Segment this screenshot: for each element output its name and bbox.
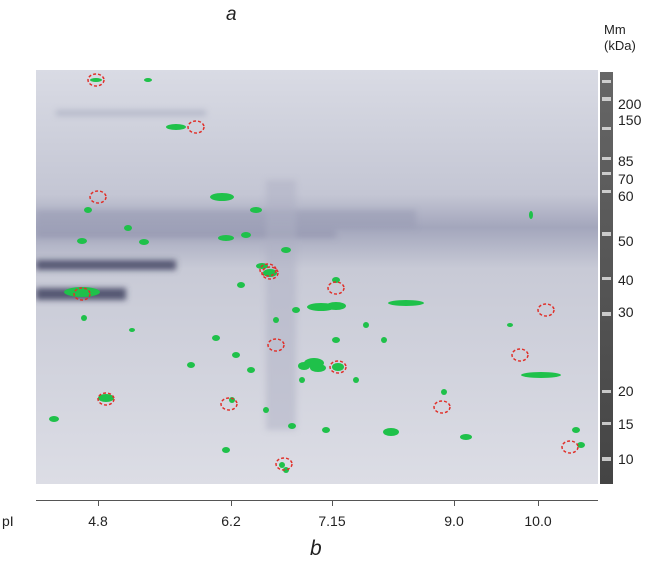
protein-spot: [218, 235, 234, 241]
protein-spot: [326, 302, 346, 310]
protein-spot: [577, 442, 585, 448]
protein-spot: [250, 207, 262, 213]
protein-spot: [263, 269, 277, 277]
protein-spot: [90, 78, 102, 82]
protein-spot: [283, 467, 289, 473]
protein-spot: [77, 238, 87, 244]
mm-tick-85: 85: [618, 153, 634, 169]
protein-spot: [139, 239, 149, 245]
highlight-circle: [89, 190, 107, 204]
highlight-circle: [97, 392, 115, 406]
mm-title-line1: Mm: [604, 22, 626, 37]
highlight-circle: [259, 263, 277, 277]
protein-spot: [247, 367, 255, 373]
protein-spot: [98, 394, 114, 402]
pi-tick-label: 10.0: [524, 513, 552, 529]
pi-axis-label: pI: [2, 513, 14, 529]
protein-spot: [299, 377, 305, 383]
protein-spots: [49, 78, 585, 473]
mm-tick-10: 10: [618, 451, 634, 467]
protein-spot: [460, 434, 472, 440]
mm-tick-20: 20: [618, 383, 634, 399]
pi-tick-label: 6.2: [221, 513, 241, 529]
highlight-circle: [87, 73, 105, 87]
protein-spot: [81, 315, 87, 321]
protein-spot: [441, 389, 447, 395]
protein-spot: [187, 362, 195, 368]
molecular-mass-axis-title: Mm (kDa): [604, 22, 636, 54]
pi-axis-line: [36, 500, 598, 501]
protein-spot: [210, 193, 234, 201]
highlight-circle: [220, 397, 238, 411]
protein-spot: [353, 377, 359, 383]
protein-spot: [212, 335, 220, 341]
molecular-weight-ladder: [600, 72, 613, 484]
pi-tick-label: 9.0: [444, 513, 464, 529]
highlight-circle: [329, 360, 347, 374]
protein-spot: [572, 427, 580, 433]
mm-tick-150: 150: [618, 112, 642, 128]
protein-spot: [381, 337, 387, 343]
protein-spot: [124, 225, 132, 231]
panel-label-b: b: [310, 537, 322, 560]
protein-spot: [49, 416, 59, 422]
2d-gel-image: [36, 70, 598, 484]
protein-spot: [383, 428, 399, 436]
pi-tick-label: 7.15: [318, 513, 346, 529]
mm-tick-200: 200: [618, 96, 642, 112]
pi-axis-tick: [454, 500, 455, 506]
pi-axis-tick: [231, 500, 232, 506]
protein-spot: [84, 207, 92, 213]
highlight-circle: [73, 287, 91, 301]
gel-smears: [36, 110, 416, 430]
mm-tick-60: 60: [618, 188, 634, 204]
gel-svg: [36, 70, 598, 484]
protein-spot: [322, 427, 330, 433]
pi-axis-tick: [332, 500, 333, 506]
protein-spot: [64, 287, 100, 297]
protein-spot: [388, 300, 424, 306]
protein-spot: [529, 211, 533, 219]
highlight-circle: [537, 303, 555, 317]
protein-spot: [279, 462, 285, 468]
highlight-circle: [561, 440, 579, 454]
protein-spot: [222, 447, 230, 453]
protein-spot: [281, 247, 291, 253]
highlight-circle: [433, 400, 451, 414]
protein-spot: [241, 232, 251, 238]
protein-spot: [332, 363, 344, 371]
pi-axis-tick: [98, 500, 99, 506]
mm-title-line2: (kDa): [604, 38, 636, 53]
highlighted-spots: [73, 73, 579, 471]
protein-spot: [292, 307, 300, 313]
protein-spot: [507, 323, 513, 327]
protein-spot: [521, 372, 561, 378]
panel-label-a: a: [226, 4, 237, 25]
pi-axis-tick: [538, 500, 539, 506]
ladder-bands: [602, 80, 611, 461]
highlight-circle: [511, 348, 529, 362]
mm-tick-15: 15: [618, 416, 634, 432]
mm-tick-40: 40: [618, 272, 634, 288]
protein-spot: [304, 358, 324, 368]
protein-spot: [363, 322, 369, 328]
highlight-circle: [187, 120, 205, 134]
highlight-circle: [267, 338, 285, 352]
protein-spot: [332, 337, 340, 343]
mm-tick-30: 30: [618, 304, 634, 320]
pi-tick-label: 4.8: [88, 513, 108, 529]
protein-spot: [273, 317, 279, 323]
protein-spot: [129, 328, 135, 332]
protein-spot: [144, 78, 152, 82]
highlight-circle: [275, 457, 293, 471]
protein-spot: [288, 423, 296, 429]
mm-tick-70: 70: [618, 171, 634, 187]
protein-spot: [166, 124, 186, 130]
mm-tick-50: 50: [618, 233, 634, 249]
gel-background: [36, 70, 598, 484]
protein-spot: [237, 282, 245, 288]
highlight-circle: [327, 281, 345, 295]
protein-spot: [263, 407, 269, 413]
protein-spot: [232, 352, 240, 358]
